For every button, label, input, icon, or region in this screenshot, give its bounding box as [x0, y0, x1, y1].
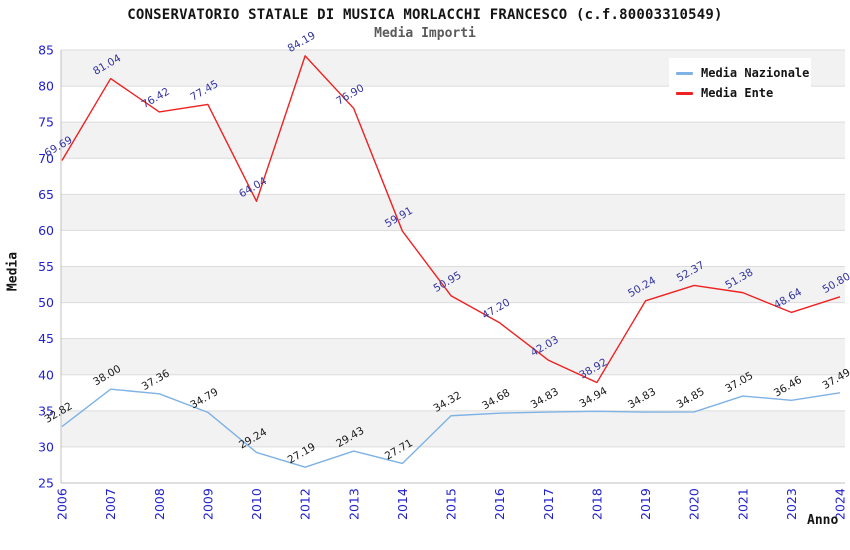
- data-label-media-ente: 76.42: [140, 86, 172, 111]
- y-tick-label: 85: [38, 43, 54, 58]
- y-axis-title: Media: [5, 251, 21, 292]
- data-label-media-nazionale: 34.85: [675, 386, 707, 411]
- chart-subtitle: Media Importi: [374, 26, 476, 41]
- x-tick-label: 2021: [735, 488, 750, 520]
- x-tick-label: 2017: [541, 488, 556, 520]
- y-tick-label: 80: [38, 79, 54, 94]
- data-label-media-nazionale: 36.46: [772, 374, 804, 400]
- y-tick-label: 65: [38, 187, 54, 202]
- x-axis-title: Anno: [807, 513, 839, 528]
- y-tick-label: 70: [38, 151, 54, 166]
- legend-label: Media Ente: [701, 86, 774, 100]
- x-tick-label: 2012: [298, 488, 313, 520]
- y-tick-label: 30: [38, 439, 54, 454]
- y-tick-label: 45: [38, 331, 54, 346]
- plot-band: [61, 122, 845, 159]
- x-tick-label: 2020: [687, 488, 702, 520]
- data-label-media-nazionale: 34.68: [480, 387, 512, 412]
- x-tick-label: 2007: [103, 488, 118, 520]
- x-tick-label: 2014: [395, 488, 410, 520]
- x-tick-label: 2018: [589, 488, 604, 520]
- legend: Media Nazionale Media Ente: [669, 58, 811, 106]
- x-tick-label: 2013: [346, 488, 361, 520]
- y-tick-label: 60: [38, 223, 54, 238]
- y-tick-label: 25: [38, 476, 54, 491]
- legend-line-sample-ente-icon: [676, 91, 693, 95]
- x-tick-label: 2023: [784, 488, 799, 520]
- plot-band: [61, 194, 845, 231]
- y-tick-label: 55: [38, 259, 54, 274]
- legend-label: Media Nazionale: [701, 66, 810, 80]
- series-line-media-nazionale: [61, 388, 841, 468]
- legend-item-media-ente: Media Ente: [676, 83, 811, 103]
- x-tick-label: 2010: [249, 488, 264, 520]
- legend-line-sample-nazionale-icon: [676, 71, 693, 75]
- x-tick-label: 2006: [55, 488, 70, 520]
- chart-title: CONSERVATORIO STATALE DI MUSICA MORLACCH…: [127, 7, 723, 23]
- x-tick-label: 2024: [833, 488, 848, 520]
- x-tick-label: 2019: [638, 488, 653, 520]
- y-tick-label: 50: [38, 295, 54, 310]
- x-tick-label: 2008: [152, 488, 167, 520]
- series-line-media-ente: [61, 55, 841, 384]
- plot-band: [61, 410, 845, 447]
- y-tick-label: 40: [38, 367, 54, 382]
- data-label-media-nazionale: 34.83: [529, 386, 561, 411]
- data-label-media-nazionale: 34.94: [577, 385, 609, 411]
- x-tick-label: 2016: [492, 488, 507, 520]
- y-tick-label: 75: [38, 115, 54, 130]
- legend-item-media-nazionale: Media Nazionale: [676, 63, 811, 83]
- x-tick-label: 2015: [444, 488, 459, 520]
- x-tick-label: 2009: [200, 488, 215, 520]
- y-tick-label: 35: [38, 403, 54, 418]
- data-label-media-nazionale: 34.79: [188, 386, 220, 411]
- plot-band: [61, 338, 845, 375]
- data-label-media-nazionale: 34.83: [626, 386, 658, 411]
